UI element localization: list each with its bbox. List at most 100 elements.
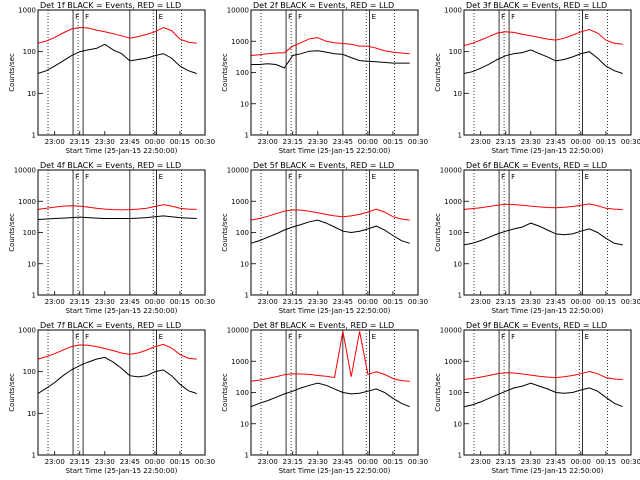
x-tick-label: 23:00 <box>471 298 491 306</box>
x-tick-label: 00:30 <box>408 298 428 306</box>
x-tick-label: 23:30 <box>95 298 115 306</box>
x-tick-label: 23:30 <box>95 138 115 146</box>
panel-title: Det 6f BLACK = Events, RED = LLD <box>466 161 607 170</box>
series-line-lld <box>250 208 410 221</box>
y-tick-label: 100 <box>449 48 462 56</box>
x-tick-label: 23:00 <box>258 458 278 466</box>
plot-frame <box>37 329 206 456</box>
x-tick-label: 23:30 <box>95 458 115 466</box>
y-tick-label: 100 <box>236 69 249 77</box>
x-tick-label: 00:30 <box>195 298 215 306</box>
y-axis-label: Counts/sec <box>8 53 16 92</box>
panel-det-3: Det 3f BLACK = Events, RED = LLD F F E 1 10 10… <box>434 1 640 155</box>
y-tick-label: 1000 <box>18 7 36 15</box>
x-tick-label: 23:00 <box>258 138 278 146</box>
mode-marker: E <box>585 173 589 181</box>
mode-marker: F <box>511 173 515 181</box>
y-axis-label: Counts/sec <box>434 213 442 252</box>
x-tick-label: 00:15 <box>596 138 616 146</box>
x-tick-label: 00:15 <box>383 138 403 146</box>
mode-marker: E <box>159 13 163 21</box>
y-tick-label: 10000 <box>227 7 249 15</box>
y-tick-label: 10 <box>27 260 36 268</box>
panel-title: Det 7f BLACK = Events, RED = LLD <box>40 321 181 330</box>
series-line-events <box>250 219 410 244</box>
mode-marker: F <box>75 13 79 21</box>
x-tick-label: 00:00 <box>571 458 591 466</box>
mode-marker: F <box>75 173 79 181</box>
x-axis-label: Start Time (25-Jan-15 22:50:00) <box>492 467 604 475</box>
x-tick-label: 00:15 <box>170 138 190 146</box>
x-tick-label: 23:15 <box>70 138 90 146</box>
x-tick-label: 23:15 <box>283 298 303 306</box>
x-tick-label: 00:30 <box>195 138 215 146</box>
x-axis-label: Start Time (25-Jan-15 22:50:00) <box>66 147 178 155</box>
x-axis-label: Start Time (25-Jan-15 22:50:00) <box>279 147 391 155</box>
x-tick-label: 00:15 <box>383 458 403 466</box>
series-line-lld <box>37 343 197 360</box>
series-line-events <box>37 215 197 220</box>
x-tick-label: 00:30 <box>621 138 640 146</box>
x-tick-label: 23:15 <box>70 298 90 306</box>
y-tick-label: 1 <box>458 132 462 140</box>
panel-title: Det 5f BLACK = Events, RED = LLD <box>253 161 394 170</box>
y-tick-label: 10000 <box>227 167 249 175</box>
x-tick-label: 23:30 <box>521 458 541 466</box>
y-tick-label: 100 <box>449 229 462 237</box>
panel-title: Det 4f BLACK = Events, RED = LLD <box>40 161 181 170</box>
mode-marker: F <box>501 333 505 341</box>
x-tick-label: 23:00 <box>258 298 278 306</box>
x-tick-label: 00:00 <box>358 138 378 146</box>
x-tick-label: 00:15 <box>383 298 403 306</box>
y-tick-label: 1 <box>245 452 249 460</box>
panel-det-5: Det 5f BLACK = Events, RED = LLD F F E 1 10 10… <box>221 161 428 315</box>
y-tick-label: 100 <box>23 229 36 237</box>
y-tick-label: 10000 <box>14 167 36 175</box>
mode-marker: E <box>372 333 376 341</box>
series-line-lld <box>463 28 623 47</box>
panel-det-1: Det 1f BLACK = Events, RED = LLD F F E 1 10 10… <box>8 1 215 155</box>
x-tick-label: 23:00 <box>471 138 491 146</box>
x-tick-label: 23:15 <box>283 458 303 466</box>
x-tick-label: 23:15 <box>70 458 90 466</box>
mode-marker: E <box>372 173 376 181</box>
x-tick-label: 00:00 <box>571 298 591 306</box>
series-line-events <box>463 382 623 408</box>
x-tick-label: 00:00 <box>145 298 165 306</box>
series-line-events <box>251 50 410 69</box>
y-tick-label: 10 <box>240 260 249 268</box>
x-tick-label: 23:00 <box>45 458 65 466</box>
y-tick-label: 1 <box>32 452 36 460</box>
x-axis-label: Start Time (25-Jan-15 22:50:00) <box>492 307 604 315</box>
plot-frame <box>250 9 419 136</box>
mode-marker: E <box>372 13 376 21</box>
mode-marker: F <box>85 13 89 21</box>
panel-title: Det 9f BLACK = Events, RED = LLD <box>466 321 607 330</box>
series-line-events <box>250 382 410 408</box>
x-tick-label: 00:30 <box>408 138 428 146</box>
y-tick-label: 100 <box>23 48 36 56</box>
series-line-events <box>37 356 197 394</box>
y-tick-label: 1 <box>245 292 249 300</box>
x-tick-label: 23:30 <box>521 298 541 306</box>
x-axis-label: Start Time (25-Jan-15 22:50:00) <box>492 147 604 155</box>
panel-det-4: Det 4f BLACK = Events, RED = LLD F F E 1 10 10… <box>8 161 215 315</box>
y-axis-label: Counts/sec <box>434 373 442 412</box>
mode-marker: E <box>159 173 163 181</box>
y-tick-label: 100 <box>236 229 249 237</box>
x-tick-label: 23:45 <box>333 458 353 466</box>
x-tick-label: 00:00 <box>358 298 378 306</box>
x-tick-label: 00:30 <box>621 458 640 466</box>
y-tick-label: 1000 <box>444 198 462 206</box>
mode-marker: F <box>85 333 89 341</box>
x-tick-label: 00:30 <box>621 298 640 306</box>
x-tick-label: 00:00 <box>145 138 165 146</box>
y-axis-label: Counts/sec <box>8 213 16 252</box>
x-tick-label: 23:15 <box>496 458 516 466</box>
x-tick-label: 00:15 <box>170 298 190 306</box>
x-tick-label: 00:30 <box>408 458 428 466</box>
mode-marker: F <box>511 13 515 21</box>
x-tick-label: 23:30 <box>308 458 328 466</box>
panel-title: Det 2f BLACK = Events, RED = LLD <box>253 1 394 10</box>
x-tick-label: 00:00 <box>571 138 591 146</box>
